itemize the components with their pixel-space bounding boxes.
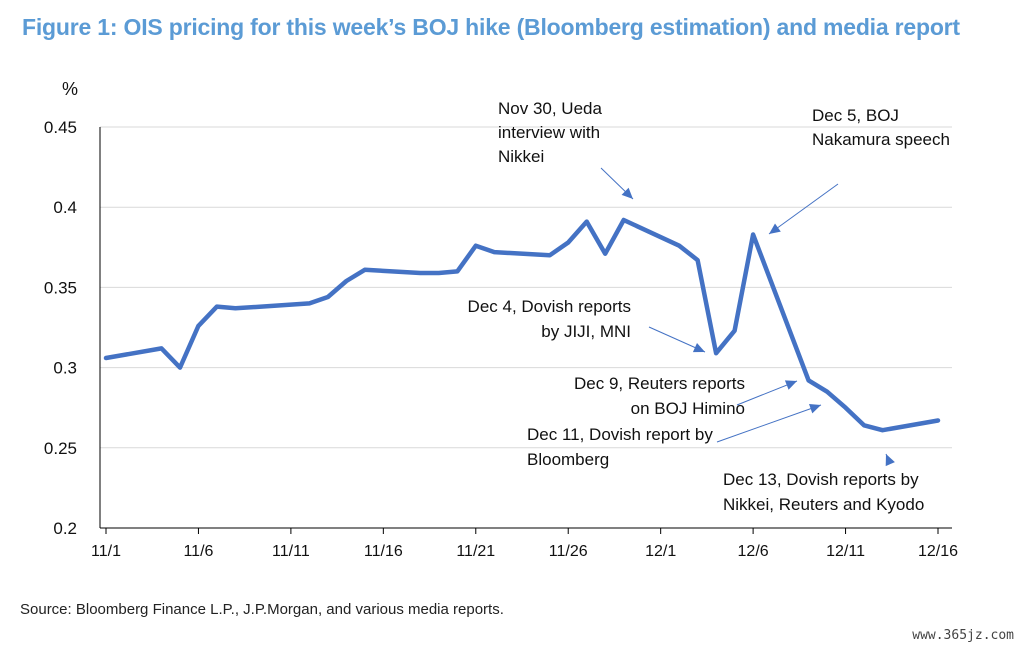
watermark-text: www.365jz.com xyxy=(912,628,1014,643)
y-tick-label: 0.35 xyxy=(44,278,77,297)
x-tick-label: 12/1 xyxy=(645,543,676,560)
annotation-arrowhead xyxy=(809,404,821,414)
x-tick-label: 11/1 xyxy=(91,543,121,560)
annotation-label: Dec 4, Dovish reports by JIJI, MNI xyxy=(468,297,631,341)
annotation-label: Dec 5, BOJ Nakamura speech xyxy=(812,106,950,149)
annotation-label: Dec 9, Reuters reports on BOJ Himino xyxy=(574,374,745,418)
y-tick-label: 0.4 xyxy=(53,198,77,217)
x-tick-label: 12/16 xyxy=(918,543,958,560)
annotation-arrowhead xyxy=(621,187,633,199)
x-tick-label: 11/26 xyxy=(549,543,588,560)
gridlines xyxy=(100,126,952,449)
series-line xyxy=(103,217,941,433)
x-tick-label: 11/11 xyxy=(272,543,310,560)
x-tick-label: 11/21 xyxy=(456,543,495,560)
x-tick-label: 12/6 xyxy=(738,543,769,560)
annotation-arrow-line xyxy=(768,183,839,235)
y-axis-label: % xyxy=(62,79,78,99)
annotations: Nov 30, Ueda interview with Nikkei Dec 5, B… xyxy=(468,99,950,514)
axes xyxy=(99,127,952,529)
y-tick-label: 0.2 xyxy=(53,519,77,538)
series-group xyxy=(103,217,941,433)
annotation-label: Dec 11, Dovish report by Bloomberg xyxy=(527,425,713,469)
annotation-arrowhead xyxy=(885,454,895,467)
annotation-label: Dec 13, Dovish reports by Nikkei, Reuters… xyxy=(723,470,924,514)
annotation-arrowhead xyxy=(769,223,781,234)
annotation-arrowhead xyxy=(784,380,797,390)
y-axis-ticks: 0.45 0.4 0.35 0.3 0.25 0.2% xyxy=(44,79,78,538)
x-tick-label: 11/16 xyxy=(364,543,403,560)
annotation-arrow-line xyxy=(716,404,822,443)
annotation-arrowhead xyxy=(692,343,705,353)
y-tick-label: 0.3 xyxy=(53,359,77,378)
source-note: Source: Bloomberg Finance L.P., J.P.Morg… xyxy=(20,601,504,618)
figure-title: Figure 1: OIS pricing for this week’s BO… xyxy=(22,14,960,40)
annotation-label: Nov 30, Ueda interview with Nikkei xyxy=(498,99,602,166)
x-axis-ticks: 11/1 11/6 11/11 11/16 11/21 11/26 12/1 12/6 12/1… xyxy=(91,528,958,560)
y-tick-label: 0.45 xyxy=(44,118,77,137)
y-tick-label: 0.25 xyxy=(44,439,77,458)
x-tick-label: 11/6 xyxy=(183,543,213,560)
ois-line-chart: 0.450.40.350.30.250.2% 11/1 11/6 11/11 11/1… xyxy=(44,79,958,560)
x-tick-label: 12/11 xyxy=(826,543,865,560)
